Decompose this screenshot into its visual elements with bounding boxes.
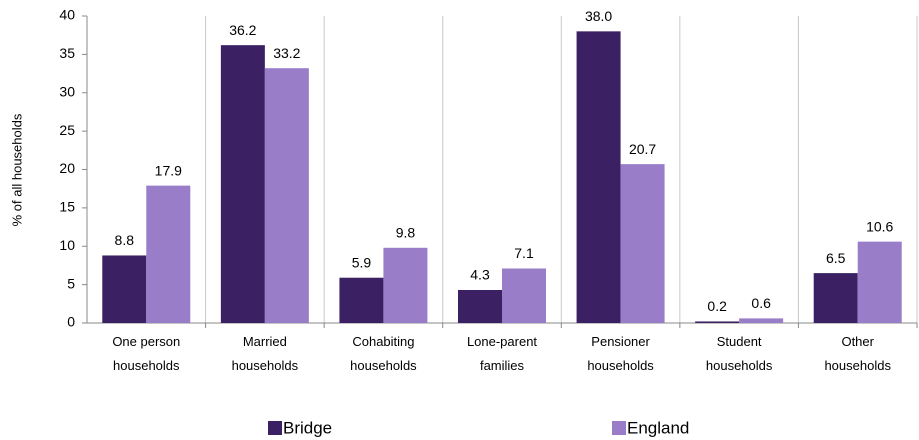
x-tick-label-line: households: [350, 358, 417, 373]
value-label: 10.6: [866, 218, 893, 234]
y-tick-label: 10: [59, 237, 75, 253]
x-tick-label: One person households: [112, 334, 180, 373]
bar: [620, 164, 665, 323]
y-tick-label: 5: [67, 275, 75, 291]
y-tick-label: 15: [59, 199, 75, 215]
value-label: 17.9: [155, 162, 182, 178]
y-tick-label: 30: [59, 83, 75, 99]
legend-swatch: [268, 421, 282, 435]
x-tick-label: Married households: [232, 334, 299, 373]
value-label: 33.2: [273, 45, 300, 61]
bar: [502, 268, 546, 323]
value-label: 0.2: [707, 298, 727, 314]
y-tick-label: 0: [67, 314, 75, 330]
x-tick-label-line: One person: [112, 334, 180, 349]
value-label: 9.8: [396, 224, 416, 240]
y-tick-label: 25: [59, 122, 75, 138]
x-tick-label-line: households: [113, 358, 180, 373]
legend-label: Bridge: [283, 418, 332, 437]
bar: [102, 255, 147, 323]
bar: [220, 45, 265, 323]
x-tick-label-line: Other: [841, 334, 874, 349]
bar: [695, 321, 740, 323]
legend-label: England: [627, 418, 689, 437]
x-tick-label: Other households: [824, 334, 891, 373]
y-tick-label: 40: [59, 7, 75, 23]
bar: [739, 318, 784, 323]
x-tick-label: Cohabiting households: [350, 334, 417, 373]
value-label: 6.5: [826, 250, 846, 266]
x-tick-label-line: Married: [243, 334, 287, 349]
y-axis-label: % of all households: [9, 113, 24, 226]
value-label: 0.6: [751, 295, 771, 311]
bar: [339, 277, 384, 323]
value-label: 4.3: [470, 267, 490, 283]
bar: [458, 289, 502, 323]
y-tick-label: 35: [59, 45, 75, 61]
bar: [383, 247, 428, 323]
x-tick-label: Lone-parent families: [467, 334, 537, 373]
value-label: 7.1: [514, 245, 534, 261]
value-label: 36.2: [229, 22, 256, 38]
legend-swatch: [612, 421, 626, 435]
value-label: 38.0: [585, 8, 612, 24]
x-tick-label: Student households: [706, 334, 773, 373]
x-tick-label-line: households: [587, 358, 654, 373]
bar: [264, 68, 309, 323]
x-tick-label-line: Cohabiting: [352, 334, 414, 349]
x-tick-label-line: households: [824, 358, 891, 373]
x-tick-label-line: Student: [717, 334, 762, 349]
bar: [146, 185, 191, 323]
value-label: 8.8: [115, 232, 135, 248]
x-tick-label: Pensioner households: [587, 334, 654, 373]
x-tick-label-line: Pensioner: [591, 334, 650, 349]
x-tick-label-line: families: [480, 358, 525, 373]
value-label: 20.7: [629, 141, 656, 157]
bar: [813, 273, 858, 323]
bar: [857, 241, 902, 323]
x-tick-label-line: households: [232, 358, 299, 373]
y-tick-label: 20: [59, 160, 75, 176]
bar: [576, 31, 621, 323]
x-tick-label-line: Lone-parent: [467, 334, 537, 349]
x-tick-label-line: households: [706, 358, 773, 373]
value-label: 5.9: [352, 254, 372, 270]
